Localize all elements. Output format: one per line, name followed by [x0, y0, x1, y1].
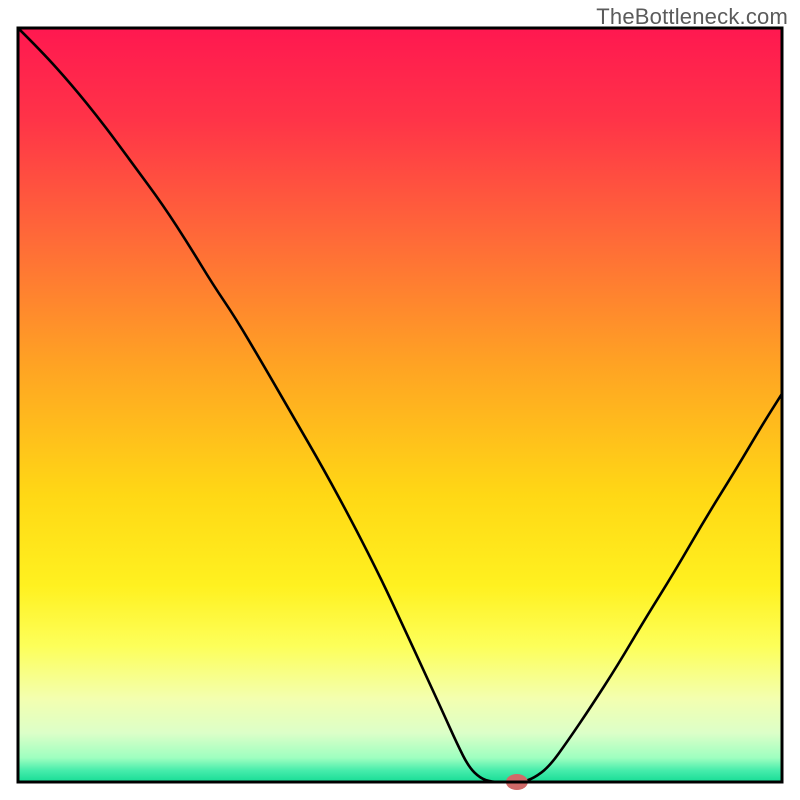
bottleneck-chart — [0, 0, 800, 800]
watermark-text: TheBottleneck.com — [596, 4, 788, 30]
chart-container: TheBottleneck.com — [0, 0, 800, 800]
plot-background — [18, 28, 782, 782]
